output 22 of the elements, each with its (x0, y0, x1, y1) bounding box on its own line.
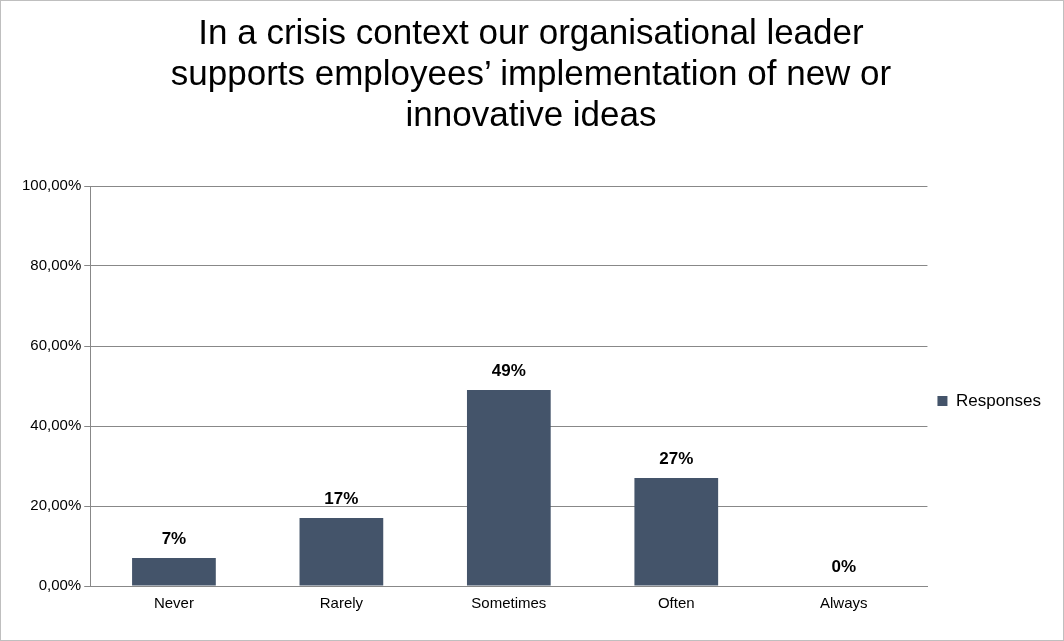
bar (299, 518, 384, 586)
x-tick-label: Always (819, 594, 868, 612)
bar (634, 478, 719, 586)
data-label: 17% (324, 489, 359, 509)
bar (132, 558, 216, 586)
data-label: 49% (491, 361, 526, 381)
x-tick-label: Rarely (319, 594, 364, 612)
x-tick-label: Sometimes (471, 594, 547, 612)
x-tick-label: Often (657, 594, 695, 612)
chart-title: In a crisis context our organisational leader supports employees’ implementation of new or innovative ideas (169, 11, 893, 134)
y-tick-label: 20,00% (30, 496, 82, 514)
bar (466, 390, 551, 586)
y-tick-label: 40,00% (30, 416, 82, 434)
data-label: 0% (831, 557, 857, 577)
x-tick-label: Never (153, 594, 194, 612)
data-label: 7% (161, 529, 187, 549)
y-tick-label: 100,00% (22, 176, 82, 194)
y-tick-label: 60,00% (30, 336, 82, 354)
data-label: 27% (659, 449, 694, 469)
y-tick-label: 80,00% (30, 256, 82, 274)
legend-label: Responses (955, 390, 1042, 410)
y-tick-label: 0,00% (38, 576, 82, 594)
